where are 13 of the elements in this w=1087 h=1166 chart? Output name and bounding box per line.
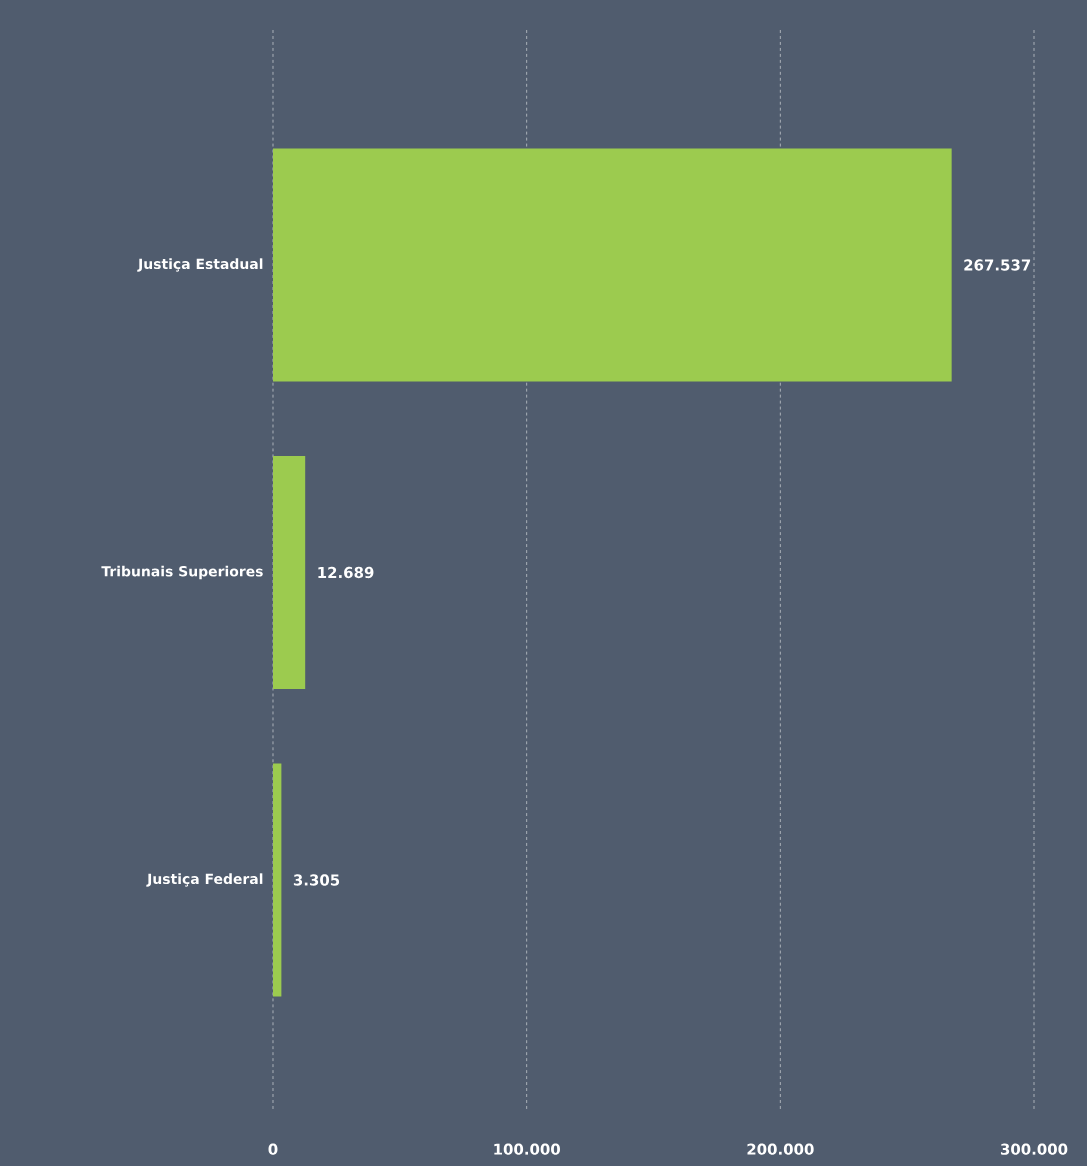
x-tick-label: 0 <box>268 1143 278 1155</box>
x-tick-label: 200.000 <box>747 1143 814 1155</box>
bar <box>273 148 952 382</box>
bar <box>273 456 306 689</box>
y-tick-label: Tribunais Superiores <box>101 565 263 580</box>
y-tick-label: Justiça Estadual <box>137 258 263 272</box>
data-label: 3.305 <box>293 874 340 886</box>
y-tick-label: Justiça Federal <box>146 873 263 887</box>
x-tick-label: 100.000 <box>494 1143 560 1155</box>
data-label: 12.689 <box>318 566 374 579</box>
bar <box>273 763 282 997</box>
x-tick-label: 300.000 <box>1000 1143 1068 1155</box>
data-label: 267.537 <box>964 259 1031 271</box>
